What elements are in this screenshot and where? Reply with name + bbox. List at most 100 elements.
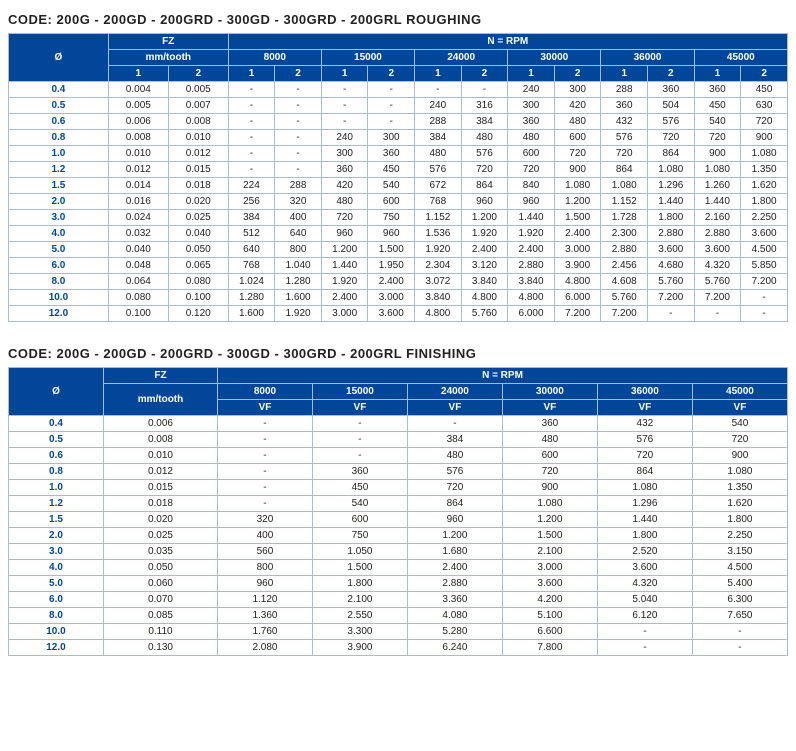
table-row: 0.50.0050.007----24031630042036050445063… [9,98,788,114]
cell-diam: 2.0 [9,528,104,544]
cell-val: - [692,624,787,640]
cell-val: 720 [321,210,368,226]
cell-val: 3.600 [502,576,597,592]
sub-4-0: 1 [508,66,555,82]
finishing-tbody: 0.40.006---3604325400.50.008--3844805767… [9,416,788,656]
cell-fz: 0.040 [108,242,168,258]
cell-val: 6.000 [508,306,555,322]
col-fz: FZ [108,34,228,50]
cell-val: 384 [415,130,462,146]
cell-val: 3.000 [502,560,597,576]
cell-val: 5.850 [741,258,788,274]
cell-val: 4.500 [741,242,788,258]
finishing-table: Ø FZ N = RPM mm/tooth 8000 15000 24000 3… [8,367,788,656]
cell-val: 2.400 [368,274,415,290]
cell-val: 1.620 [692,496,787,512]
cell-diam: 0.6 [9,448,104,464]
table-row: 5.00.0400.0506408001.2001.5001.9202.4002… [9,242,788,258]
cell-diam: 6.0 [9,258,109,274]
cell-fz: 0.032 [108,226,168,242]
cell-fz: 0.100 [168,290,228,306]
table-row: 0.80.0080.010--2403003844804806005767207… [9,130,788,146]
cell-diam: 10.0 [9,290,109,306]
sub-2-1: 2 [368,66,415,82]
cell-diam: 4.0 [9,226,109,242]
cell-val: 450 [741,82,788,98]
sub-0-0: 1 [108,66,168,82]
rpm-3: 30000 [502,384,597,400]
cell-val: - [741,290,788,306]
cell-val: 3.000 [554,242,601,258]
cell-val: 540 [368,178,415,194]
cell-val: 576 [415,162,462,178]
cell-val: 4.800 [554,274,601,290]
cell-val: - [692,640,787,656]
cell-fz: 0.050 [168,242,228,258]
cell-val: 3.072 [415,274,462,290]
rpm-0: 8000 [217,384,312,400]
cell-val: 720 [601,146,648,162]
cell-val: 720 [692,432,787,448]
cell-val: 1.280 [228,290,275,306]
cell-val: 1.620 [741,178,788,194]
cell-val: 3.900 [312,640,407,656]
cell-val: - [228,82,275,98]
cell-val: 1.040 [275,258,322,274]
cell-val: 540 [692,416,787,432]
cell-val: 3.600 [741,226,788,242]
cell-val: 960 [321,226,368,242]
rpm-3: 30000 [508,50,601,66]
cell-val: 1.500 [312,560,407,576]
cell-val: 1.024 [228,274,275,290]
sub-vf-4: VF [597,400,692,416]
cell-val: 3.600 [694,242,741,258]
table-row: 3.00.0240.0253844007207501.1521.2001.440… [9,210,788,226]
cell-val: 576 [597,432,692,448]
cell-val: 720 [648,130,695,146]
cell-val: 1.920 [461,226,508,242]
cell-val: - [217,496,312,512]
rpm-5: 45000 [692,384,787,400]
cell-val: - [275,82,322,98]
cell-val: 2.880 [694,226,741,242]
cell-val: 360 [694,82,741,98]
cell-val: 1.080 [597,480,692,496]
cell-val: 360 [502,416,597,432]
roughing-tbody: 0.40.0040.005------2403002883603604500.5… [9,82,788,322]
cell-val: 1.728 [601,210,648,226]
cell-fz: 0.018 [103,496,217,512]
cell-diam: 0.5 [9,98,109,114]
cell-val: 600 [368,194,415,210]
cell-val: - [415,82,462,98]
cell-val: - [312,432,407,448]
cell-val: 640 [228,242,275,258]
sub-vf-1: VF [312,400,407,416]
cell-val: 3.900 [554,258,601,274]
cell-val: 7.200 [741,274,788,290]
cell-val: 672 [415,178,462,194]
cell-val: 960 [368,226,415,242]
cell-val: 1.440 [648,194,695,210]
cell-fz: 0.025 [103,528,217,544]
cell-val: 800 [275,242,322,258]
table-row: 2.00.0160.0202563204806007689609601.2001… [9,194,788,210]
cell-val: 480 [502,432,597,448]
cell-fz: 0.004 [108,82,168,98]
cell-val: 1.080 [601,178,648,194]
cell-val: 420 [554,98,601,114]
cell-val: 5.280 [407,624,502,640]
cell-val: 224 [228,178,275,194]
sub-2-0: 1 [321,66,368,82]
cell-val: - [368,98,415,114]
roughing-thead: Ø FZ N = RPM mm/tooth 8000 15000 24000 3… [9,34,788,82]
cell-val: 1.296 [597,496,692,512]
cell-diam: 0.6 [9,114,109,130]
cell-val: 840 [508,178,555,194]
cell-val: 2.520 [597,544,692,560]
col-rpm: N = RPM [217,368,787,384]
cell-val: 4.800 [508,290,555,306]
cell-val: 300 [554,82,601,98]
cell-val: 720 [694,130,741,146]
col-diam: Ø [9,368,104,416]
table-row: 1.20.0120.015--3604505767207209008641.08… [9,162,788,178]
